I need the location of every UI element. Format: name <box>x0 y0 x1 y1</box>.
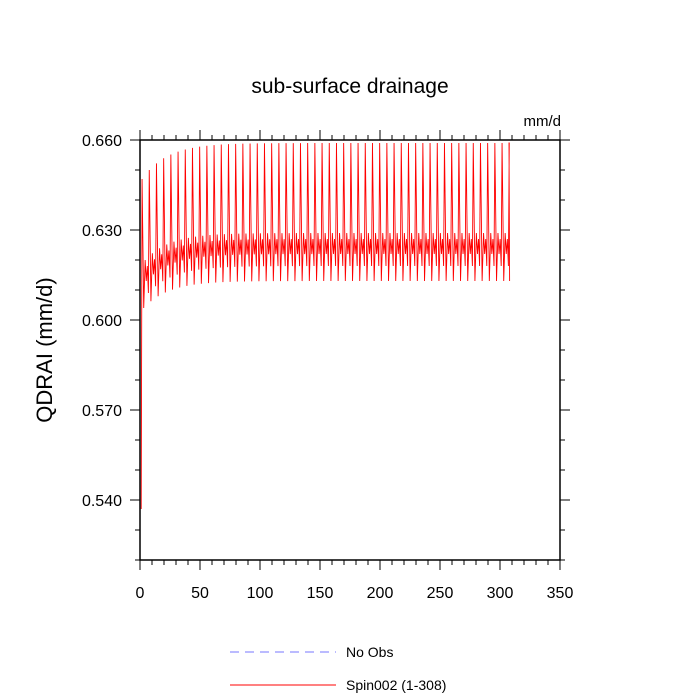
chart-title: sub-surface drainage <box>251 75 448 98</box>
series-line-spin002 <box>140 142 511 510</box>
plot-frame <box>139 139 561 561</box>
units-label: mm/d <box>524 113 562 130</box>
x-tick-label: 250 <box>427 585 454 602</box>
x-tick-labels: 0 50 100 150 200 250 300 350 <box>136 585 574 602</box>
x-tick-label: 100 <box>247 585 274 602</box>
x-tick-label: 150 <box>307 585 334 602</box>
y-tick-label: 0.600 <box>82 313 122 330</box>
legend: No Obs Spin002 (1-308) <box>230 644 446 693</box>
y-tick-label: 0.570 <box>82 403 122 420</box>
y-tick-labels: 0.540 0.570 0.600 0.630 0.660 <box>82 133 122 510</box>
y-axis-label: QDRAI (mm/d) <box>32 277 57 422</box>
series-layer <box>140 142 511 510</box>
legend-label: No Obs <box>346 644 393 660</box>
x-tick-label: 200 <box>367 585 394 602</box>
x-tick-label: 350 <box>547 585 574 602</box>
y-tick-label: 0.660 <box>82 133 122 150</box>
axis-ticks <box>130 130 570 570</box>
y-tick-label: 0.630 <box>82 223 122 240</box>
y-tick-label: 0.540 <box>82 493 122 510</box>
x-tick-label: 300 <box>487 585 514 602</box>
x-tick-label: 0 <box>136 585 145 602</box>
legend-label: Spin002 (1-308) <box>346 677 446 693</box>
x-tick-label: 50 <box>191 585 209 602</box>
